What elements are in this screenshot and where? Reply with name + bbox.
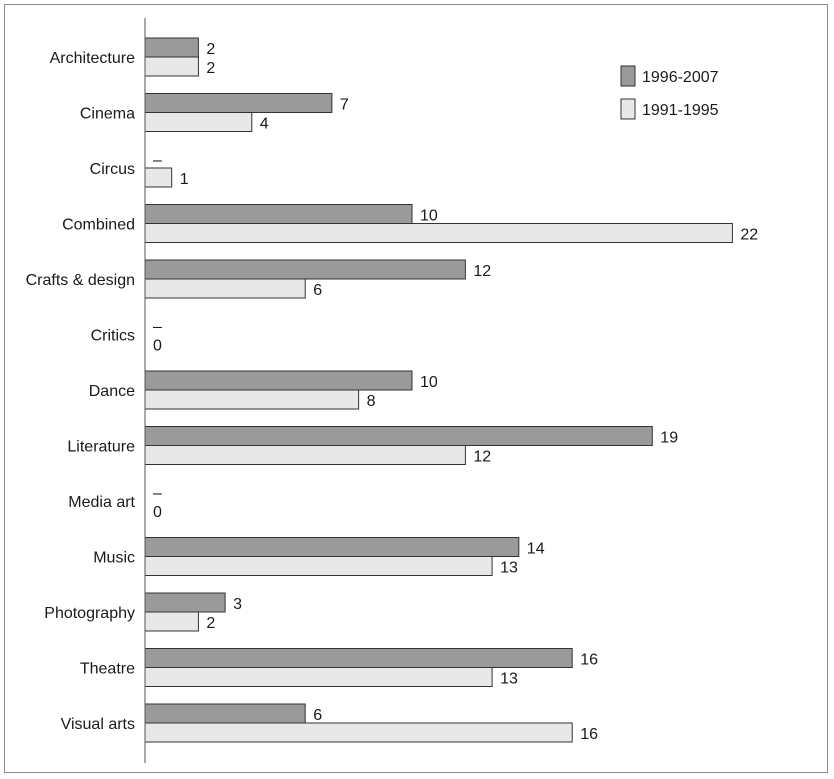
legend-swatch-1991-1995 [620,98,636,120]
legend-swatch-1996-2007 [620,65,636,87]
category-label-theatre: Theatre [80,661,135,678]
bar-1996-2007-photography [144,592,226,613]
bar-1991-1995-visual-arts [144,722,573,743]
bar-1991-1995-photography [144,611,199,632]
bar-1996-2007-architecture [144,37,199,58]
value-label-1996-2007-critics: – [153,319,162,336]
category-label-photography: Photography [44,605,135,622]
value-label-1991-1995-theatre: 13 [500,671,518,688]
value-label-1996-2007-photography: 3 [233,596,242,613]
value-label-1996-2007-dance: 10 [420,374,438,391]
value-label-1991-1995-critics: 0 [153,338,162,355]
value-label-1991-1995-architecture: 2 [206,60,215,77]
value-label-1991-1995-crafts-and-design: 6 [313,282,322,299]
value-label-1991-1995-media-art: 0 [153,504,162,521]
category-label-cinema: Cinema [80,106,135,123]
bar-1991-1995-music [144,556,493,576]
value-label-1996-2007-crafts-and-design: 12 [473,263,491,280]
value-label-1996-2007-literature: 19 [660,430,678,447]
legend-label-1996-2007: 1996-2007 [642,69,719,86]
category-label-combined: Combined [62,217,135,234]
category-label-literature: Literature [67,439,135,456]
bar-1996-2007-literature [144,426,653,446]
value-label-1996-2007-cinema: 7 [340,97,349,114]
value-label-1996-2007-circus: – [153,152,162,169]
value-label-1991-1995-circus: 1 [180,171,189,188]
value-label-1996-2007-visual-arts: 6 [313,707,322,724]
value-label-1991-1995-dance: 8 [367,393,376,410]
bar-1996-2007-visual-arts [144,703,306,724]
bar-1991-1995-crafts-and-design [144,278,306,299]
value-label-1991-1995-visual-arts: 16 [580,726,598,743]
value-label-1996-2007-combined: 10 [420,208,438,225]
value-label-1996-2007-media-art: – [153,485,162,502]
bar-1996-2007-music [144,537,520,557]
category-label-dance: Dance [89,383,135,400]
category-label-media-art: Media art [68,494,135,511]
bar-1991-1995-circus [144,167,173,188]
bar-1996-2007-cinema [144,93,333,113]
bar-1996-2007-combined [144,204,413,224]
category-label-critics: Critics [91,328,135,345]
category-label-crafts-and-design: Crafts & design [26,272,135,289]
category-labels-layer: Architecture Cinema Circus Combined Crafts &… [26,50,136,733]
bar-1996-2007-crafts-and-design [144,259,466,280]
legend: 1996-2007 1991-1995 [620,65,719,120]
value-label-1996-2007-music: 14 [527,541,545,558]
value-label-1996-2007-theatre: 16 [580,652,598,669]
bar-1996-2007-dance [144,370,413,391]
value-label-1991-1995-combined: 22 [740,227,758,244]
bar-1991-1995-dance [144,389,360,410]
value-label-1991-1995-photography: 2 [206,615,215,632]
value-label-1996-2007-architecture: 2 [206,41,215,58]
bar-1991-1995-cinema [144,112,253,132]
value-label-1991-1995-music: 13 [500,560,518,577]
legend-label-1991-1995: 1991-1995 [642,102,719,119]
chart-frame [4,4,828,773]
bar-1991-1995-architecture [144,56,199,77]
value-label-1991-1995-literature: 12 [473,449,491,466]
bars-layer [144,37,733,743]
value-label-1991-1995-cinema: 4 [260,116,269,133]
bar-1991-1995-combined [144,223,733,243]
bar-1991-1995-literature [144,445,466,465]
bar-1991-1995-theatre [144,667,493,687]
category-label-architecture: Architecture [50,50,135,67]
category-label-circus: Circus [90,161,135,178]
bar-1996-2007-theatre [144,648,573,668]
category-label-music: Music [93,550,135,567]
category-label-visual-arts: Visual arts [61,716,135,733]
